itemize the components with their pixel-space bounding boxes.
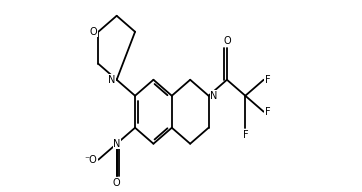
Text: N: N <box>108 75 115 85</box>
Text: N: N <box>113 139 121 149</box>
Text: O: O <box>223 36 231 46</box>
Text: F: F <box>243 130 248 140</box>
Text: N: N <box>210 91 218 101</box>
Text: F: F <box>265 107 270 117</box>
Text: O: O <box>89 27 97 37</box>
Text: ⁻O: ⁻O <box>84 155 97 165</box>
Text: O: O <box>113 178 121 188</box>
Text: F: F <box>265 75 270 85</box>
